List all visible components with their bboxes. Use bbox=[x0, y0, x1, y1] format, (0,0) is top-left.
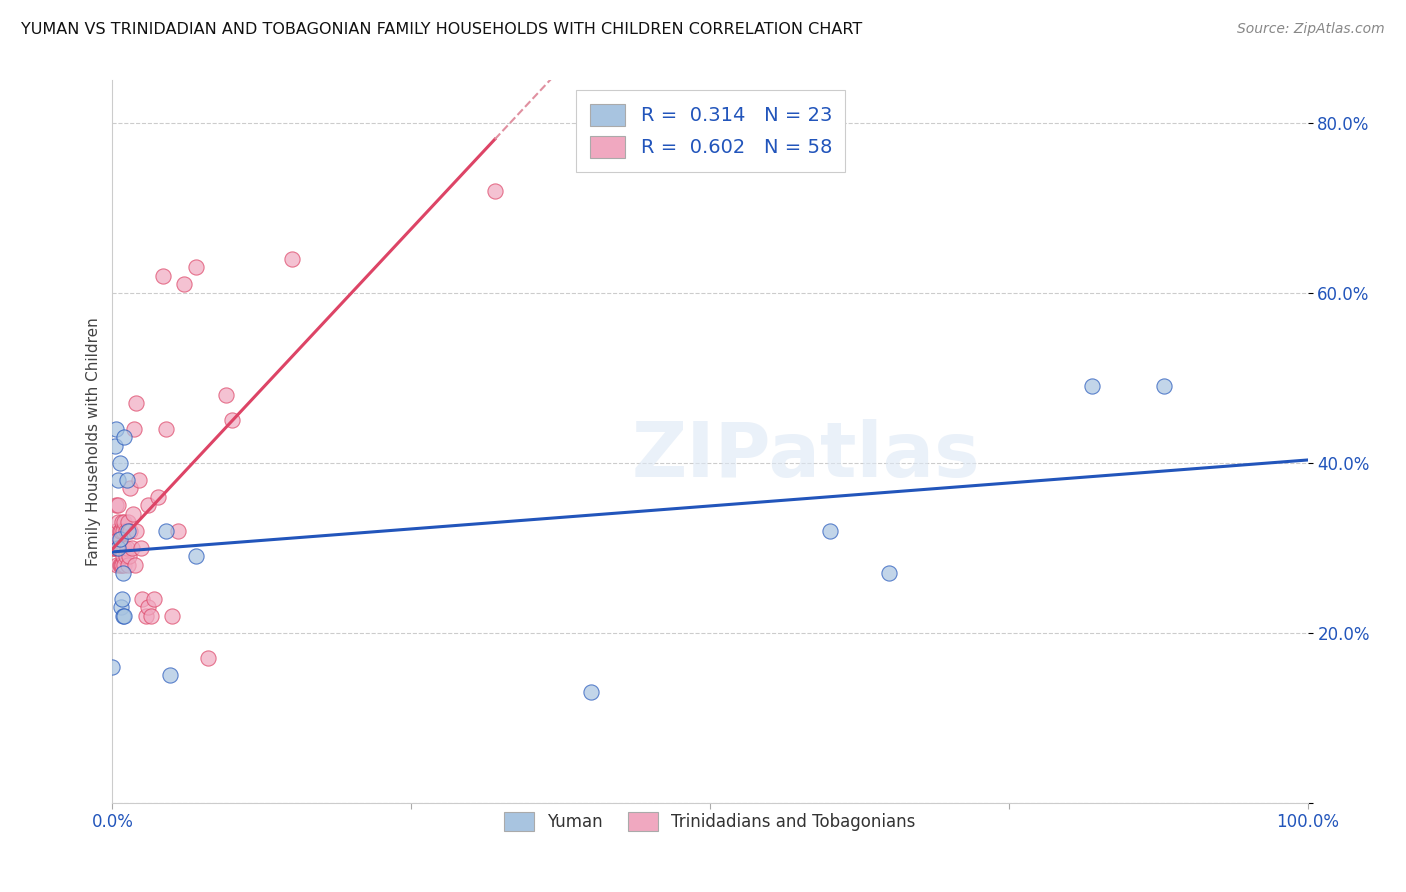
Point bbox=[138, 498, 160, 512]
Point bbox=[114, 430, 135, 444]
Point bbox=[108, 558, 131, 572]
Point bbox=[1153, 379, 1175, 393]
Point bbox=[1081, 379, 1104, 393]
Point bbox=[105, 422, 128, 436]
Y-axis label: Family Households with Children: Family Households with Children bbox=[86, 318, 101, 566]
Point bbox=[120, 524, 142, 538]
Point bbox=[879, 566, 901, 581]
Point bbox=[117, 516, 139, 530]
Point bbox=[221, 413, 243, 427]
Point bbox=[101, 660, 124, 674]
Point bbox=[114, 558, 135, 572]
Point bbox=[105, 558, 128, 572]
Point bbox=[114, 516, 135, 530]
Point bbox=[111, 558, 134, 572]
Point bbox=[173, 277, 195, 292]
Point bbox=[114, 608, 135, 623]
Point bbox=[117, 558, 139, 572]
Point bbox=[114, 549, 136, 564]
Point bbox=[105, 541, 128, 555]
Text: YUMAN VS TRINIDADIAN AND TOBAGONIAN FAMILY HOUSEHOLDS WITH CHILDREN CORRELATION : YUMAN VS TRINIDADIAN AND TOBAGONIAN FAMI… bbox=[21, 22, 862, 37]
Point bbox=[162, 608, 183, 623]
Point bbox=[101, 541, 124, 555]
Point bbox=[121, 541, 143, 555]
Point bbox=[111, 541, 134, 555]
Point bbox=[103, 541, 125, 555]
Point bbox=[107, 541, 129, 555]
Point bbox=[155, 422, 177, 436]
Point bbox=[114, 541, 135, 555]
Point bbox=[110, 558, 132, 572]
Text: Source: ZipAtlas.com: Source: ZipAtlas.com bbox=[1237, 22, 1385, 37]
Point bbox=[108, 456, 131, 470]
Point bbox=[112, 566, 135, 581]
Text: ZIPatlas: ZIPatlas bbox=[631, 419, 980, 493]
Point bbox=[107, 516, 129, 530]
Point bbox=[138, 600, 160, 615]
Point bbox=[110, 541, 132, 555]
Point bbox=[107, 533, 129, 547]
Point bbox=[818, 524, 841, 538]
Point bbox=[215, 388, 238, 402]
Point bbox=[281, 252, 304, 266]
Point bbox=[108, 533, 131, 547]
Legend: Yuman, Trinidadians and Tobagonians: Yuman, Trinidadians and Tobagonians bbox=[498, 805, 922, 838]
Point bbox=[125, 396, 148, 410]
Point bbox=[107, 473, 129, 487]
Point bbox=[115, 473, 138, 487]
Point bbox=[118, 549, 141, 564]
Point bbox=[112, 549, 135, 564]
Point bbox=[155, 524, 177, 538]
Point bbox=[112, 608, 135, 623]
Point bbox=[105, 524, 128, 538]
Point bbox=[105, 498, 128, 512]
Point bbox=[186, 260, 208, 275]
Point bbox=[484, 184, 506, 198]
Point bbox=[111, 591, 134, 606]
Point bbox=[167, 524, 190, 538]
Point bbox=[114, 524, 136, 538]
Point bbox=[129, 541, 152, 555]
Point bbox=[125, 524, 148, 538]
Point bbox=[143, 591, 166, 606]
Point bbox=[146, 490, 169, 504]
Point bbox=[117, 524, 139, 538]
Point bbox=[120, 481, 142, 495]
Point bbox=[104, 439, 127, 453]
Point bbox=[124, 558, 146, 572]
Point bbox=[139, 608, 162, 623]
Point bbox=[107, 498, 129, 512]
Point bbox=[128, 473, 150, 487]
Point bbox=[111, 516, 134, 530]
Point bbox=[112, 524, 135, 538]
Point bbox=[579, 685, 602, 699]
Point bbox=[152, 268, 174, 283]
Point bbox=[186, 549, 208, 564]
Point bbox=[108, 541, 131, 555]
Point bbox=[131, 591, 153, 606]
Point bbox=[121, 507, 143, 521]
Point bbox=[115, 541, 138, 555]
Point bbox=[135, 608, 157, 623]
Point bbox=[104, 541, 127, 555]
Point bbox=[122, 422, 145, 436]
Point bbox=[110, 524, 132, 538]
Point bbox=[159, 668, 181, 682]
Point bbox=[108, 524, 131, 538]
Point bbox=[110, 600, 132, 615]
Point bbox=[197, 651, 219, 665]
